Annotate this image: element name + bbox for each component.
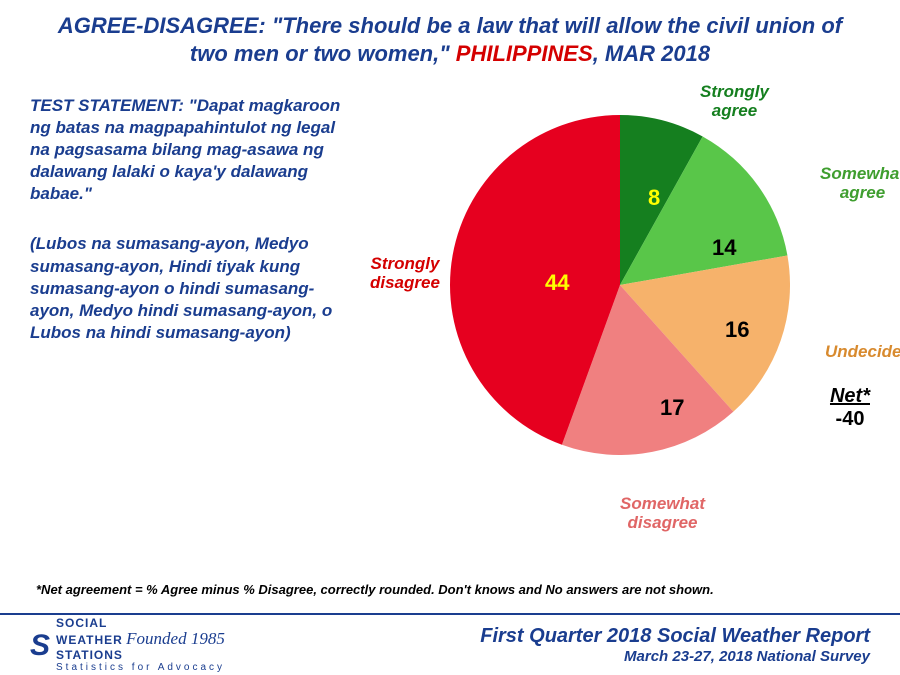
slice-value: 14 bbox=[712, 235, 736, 261]
footer-subtitle: March 23-27, 2018 National Survey bbox=[480, 648, 870, 665]
slice-value: 8 bbox=[648, 185, 660, 211]
sws-logo: S SOCIAL WEATHER Founded 1985 STATIONS S… bbox=[30, 617, 225, 673]
slice-value: 16 bbox=[725, 317, 749, 343]
title-country: PHILIPPINES bbox=[456, 41, 593, 66]
slice-value: 44 bbox=[545, 270, 569, 296]
test-statement: TEST STATEMENT: "Dapat magkaroon ng bata… bbox=[30, 95, 350, 205]
slice-label: Undecided bbox=[825, 343, 900, 362]
logo-line3: Statistics for Advocacy bbox=[56, 662, 225, 673]
logo-line2c: STATIONS bbox=[56, 649, 225, 662]
sub-statement: (Lubos na sumasang-ayon, Medyo sumasang-… bbox=[30, 233, 350, 343]
footer: S SOCIAL WEATHER Founded 1985 STATIONS S… bbox=[0, 613, 900, 675]
pie-chart: Stronglyagree8Somewhatagree14Undecided16… bbox=[450, 115, 790, 455]
left-column: TEST STATEMENT: "Dapat magkaroon ng bata… bbox=[30, 75, 360, 535]
footer-inner: S SOCIAL WEATHER Founded 1985 STATIONS S… bbox=[0, 615, 900, 675]
slice-label: Stronglyagree bbox=[700, 83, 769, 120]
title-prefix: AGREE-DISAGREE: "There should be a law t… bbox=[58, 13, 842, 66]
logo-mark-icon: S bbox=[30, 629, 50, 662]
logo-text: SOCIAL WEATHER Founded 1985 STATIONS Sta… bbox=[56, 617, 225, 673]
slice-label: Stronglydisagree bbox=[370, 255, 440, 292]
page-title: AGREE-DISAGREE: "There should be a law t… bbox=[0, 0, 900, 75]
net-box: Net* -40 bbox=[830, 385, 870, 431]
logo-line2: WEATHER Founded 1985 bbox=[56, 630, 225, 649]
title-suffix: , MAR 2018 bbox=[593, 41, 710, 66]
content-area: TEST STATEMENT: "Dapat magkaroon ng bata… bbox=[0, 75, 900, 535]
slice-label: Somewhatagree bbox=[820, 165, 900, 202]
chart-column: Stronglyagree8Somewhatagree14Undecided16… bbox=[360, 75, 870, 535]
footnote: *Net agreement = % Agree minus % Disagre… bbox=[36, 582, 714, 597]
slice-value: 17 bbox=[660, 395, 684, 421]
net-value: -40 bbox=[830, 408, 870, 431]
net-title: Net* bbox=[830, 385, 870, 408]
footer-title: First Quarter 2018 Social Weather Report bbox=[480, 625, 870, 648]
pie-svg bbox=[450, 115, 790, 455]
slice-label: Somewhatdisagree bbox=[620, 495, 705, 532]
footer-right: First Quarter 2018 Social Weather Report… bbox=[480, 625, 870, 665]
